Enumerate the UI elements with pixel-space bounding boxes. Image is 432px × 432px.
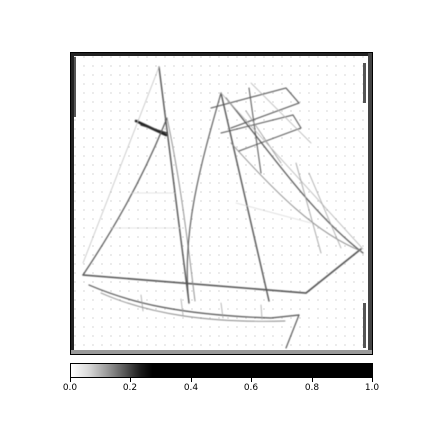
colorbar-tick-label: 0.8 bbox=[304, 383, 320, 393]
colorbar-gradient bbox=[71, 364, 372, 377]
foremast bbox=[158, 66, 190, 304]
main-sail bbox=[225, 97, 364, 254]
colorbar bbox=[70, 363, 373, 378]
colorbar-tick-label: 0.2 bbox=[122, 383, 138, 393]
ship-hull bbox=[82, 248, 362, 294]
colorbar-tick bbox=[312, 378, 313, 382]
colorbar-tick-label: 0.6 bbox=[243, 383, 259, 393]
mainmast bbox=[220, 92, 270, 302]
colorbar-tick-label: 0.0 bbox=[62, 383, 78, 393]
colorbar-tick bbox=[372, 378, 373, 382]
fore-sail bbox=[82, 117, 168, 276]
image-border-noise bbox=[71, 53, 372, 354]
edge-map-image bbox=[70, 52, 373, 355]
colorbar-tick bbox=[251, 378, 252, 382]
colorbar-tick bbox=[130, 378, 131, 382]
colorbar-tick bbox=[70, 378, 71, 382]
colorbar-tick bbox=[191, 378, 192, 382]
colorbar-tick-label: 0.4 bbox=[183, 383, 199, 393]
colorbar-tick-label: 1.0 bbox=[364, 383, 380, 393]
ship-edge-drawing bbox=[71, 53, 372, 354]
